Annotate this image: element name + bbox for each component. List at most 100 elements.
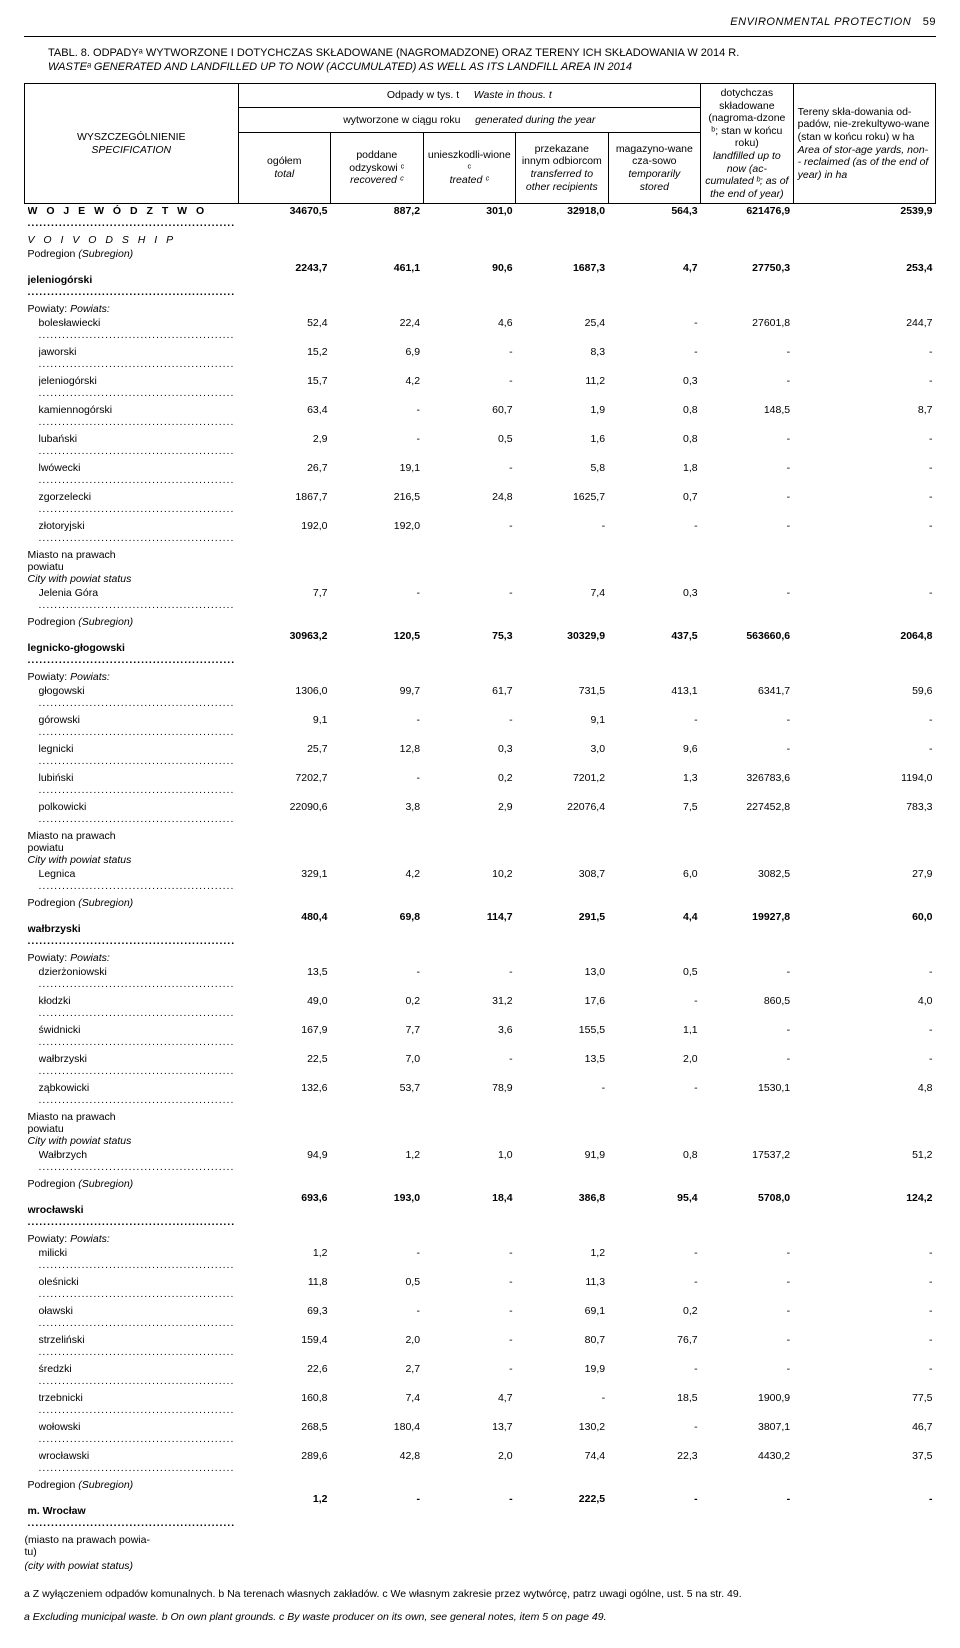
th-tereny: Tereny skła-dowania od-padów, nie-zrekul… xyxy=(793,84,935,204)
cell-value: 0,8 xyxy=(608,1148,701,1177)
row-label: zgorzelecki xyxy=(25,490,239,519)
row-label: lubański xyxy=(25,432,239,461)
table-row: Podregion (Subregion) xyxy=(25,247,936,261)
table-row: jeleniogórski2243,7461,190,61687,34,7277… xyxy=(25,261,936,302)
cell-value: 1,2 xyxy=(238,1246,331,1275)
cell-value: 301,0 xyxy=(423,204,516,234)
cell-value: 693,6 xyxy=(238,1191,331,1232)
cell-value: 0,7 xyxy=(608,490,701,519)
table-row: Powiaty: Powiats: xyxy=(25,1232,936,1246)
cell-value: - xyxy=(423,1362,516,1391)
cell-value: - xyxy=(331,1246,424,1275)
table-row: zgorzelecki1867,7216,524,81625,70,7-- xyxy=(25,490,936,519)
cell-value xyxy=(238,233,331,247)
cell-value: - xyxy=(423,461,516,490)
table-row: górowski9,1--9,1--- xyxy=(25,713,936,742)
table-row: jaworski15,26,9-8,3--- xyxy=(25,345,936,374)
cell-value: 1687,3 xyxy=(516,261,609,302)
cell-value: 1867,7 xyxy=(238,490,331,519)
cell-value: 2243,7 xyxy=(238,261,331,302)
row-label: legnicko-głogowski xyxy=(25,629,239,670)
table-row: Podregion (Subregion) xyxy=(25,896,936,910)
cell-value: - xyxy=(701,965,794,994)
cell-value: 167,9 xyxy=(238,1023,331,1052)
cell-value: 2,0 xyxy=(608,1052,701,1081)
row-label: lubiński xyxy=(25,771,239,800)
cell-value: - xyxy=(793,1023,935,1052)
row-label: kamiennogórski xyxy=(25,403,239,432)
cell-value: 17537,2 xyxy=(701,1148,794,1177)
cell-value: - xyxy=(331,1304,424,1333)
cell-value: - xyxy=(793,586,935,615)
table-row: Miasto na prawachpowiatuCity with powiat… xyxy=(25,829,936,867)
cell-value: - xyxy=(793,1362,935,1391)
cell-value: - xyxy=(793,1304,935,1333)
cell-value: 37,5 xyxy=(793,1449,935,1478)
cell-value: 6,0 xyxy=(608,867,701,896)
table-row: legnicki25,712,80,33,09,6-- xyxy=(25,742,936,771)
cell-value: - xyxy=(608,994,701,1023)
cell-value: 27,9 xyxy=(793,867,935,896)
row-label: Powiaty: Powiats: xyxy=(25,670,936,684)
cell-value: 6,9 xyxy=(331,345,424,374)
cell-value: - xyxy=(701,1023,794,1052)
cell-value: 19,1 xyxy=(331,461,424,490)
table-row: Miasto na prawachpowiatuCity with powiat… xyxy=(25,1110,936,1148)
table-row: (miasto na prawach powia-tu) xyxy=(25,1533,936,1559)
cell-value: 887,2 xyxy=(331,204,424,234)
cell-value: - xyxy=(423,713,516,742)
table-row: wrocławski693,6193,018,4386,895,45708,01… xyxy=(25,1191,936,1232)
table-row: wrocławski289,642,82,074,422,34430,237,5 xyxy=(25,1449,936,1478)
cell-value: 7,4 xyxy=(516,586,609,615)
row-label: lwówecki xyxy=(25,461,239,490)
cell-value: 74,4 xyxy=(516,1449,609,1478)
cell-value: 329,1 xyxy=(238,867,331,896)
cell-value: 15,7 xyxy=(238,374,331,403)
cell-value: 0,3 xyxy=(608,586,701,615)
cell-value: - xyxy=(701,519,794,548)
row-label: górowski xyxy=(25,713,239,742)
cell-value: - xyxy=(793,742,935,771)
cell-value: - xyxy=(701,1052,794,1081)
cell-value: - xyxy=(608,345,701,374)
cell-value: 9,1 xyxy=(516,713,609,742)
table-row: m. Wrocław1,2--222,5--- xyxy=(25,1492,936,1533)
row-label: wrocławski xyxy=(25,1449,239,1478)
cell-value: - xyxy=(701,586,794,615)
row-label: jaworski xyxy=(25,345,239,374)
cell-value: - xyxy=(331,1492,424,1533)
cell-value: 244,7 xyxy=(793,316,935,345)
th-magaz: magazyno-wane cza-sowotemporarily stored xyxy=(608,132,701,204)
cell-value: 2539,9 xyxy=(793,204,935,234)
cell-value: 192,0 xyxy=(331,519,424,548)
cell-value: 13,0 xyxy=(516,965,609,994)
table-row: Miasto na prawachpowiatuCity with powiat… xyxy=(25,548,936,586)
page-header: ENVIRONMENTAL PROTECTION 59 xyxy=(24,16,936,28)
row-label: Legnica xyxy=(25,867,239,896)
cell-value: 0,2 xyxy=(331,994,424,1023)
row-label: wałbrzyski xyxy=(25,1052,239,1081)
th-dotychczas: dotychczas składowane (nagroma-dzone ᵇ; … xyxy=(701,84,794,204)
footnote-pl: a Z wyłączeniem odpadów komunalnych. b N… xyxy=(24,1587,936,1601)
table-row: lubiński7202,7-0,27201,21,3326783,61194,… xyxy=(25,771,936,800)
cell-value: 1194,0 xyxy=(793,771,935,800)
table-row: średzki22,62,7-19,9--- xyxy=(25,1362,936,1391)
cell-value: 7,5 xyxy=(608,800,701,829)
cell-value: 11,3 xyxy=(516,1275,609,1304)
row-label: Powiaty: Powiats: xyxy=(25,1232,936,1246)
cell-value: 4,8 xyxy=(793,1081,935,1110)
cell-value: 11,8 xyxy=(238,1275,331,1304)
cell-value: 19,9 xyxy=(516,1362,609,1391)
cell-value: 783,3 xyxy=(793,800,935,829)
row-label: wałbrzyski xyxy=(25,910,239,951)
cell-value: 78,9 xyxy=(423,1081,516,1110)
cell-value: - xyxy=(793,432,935,461)
row-label: średzki xyxy=(25,1362,239,1391)
header-rule xyxy=(24,36,936,37)
cell-value: 1,3 xyxy=(608,771,701,800)
cell-value xyxy=(516,233,609,247)
table-row: wałbrzyski480,469,8114,7291,54,419927,86… xyxy=(25,910,936,951)
cell-value: - xyxy=(423,1052,516,1081)
cell-value: 0,2 xyxy=(608,1304,701,1333)
cell-value: 69,8 xyxy=(331,910,424,951)
